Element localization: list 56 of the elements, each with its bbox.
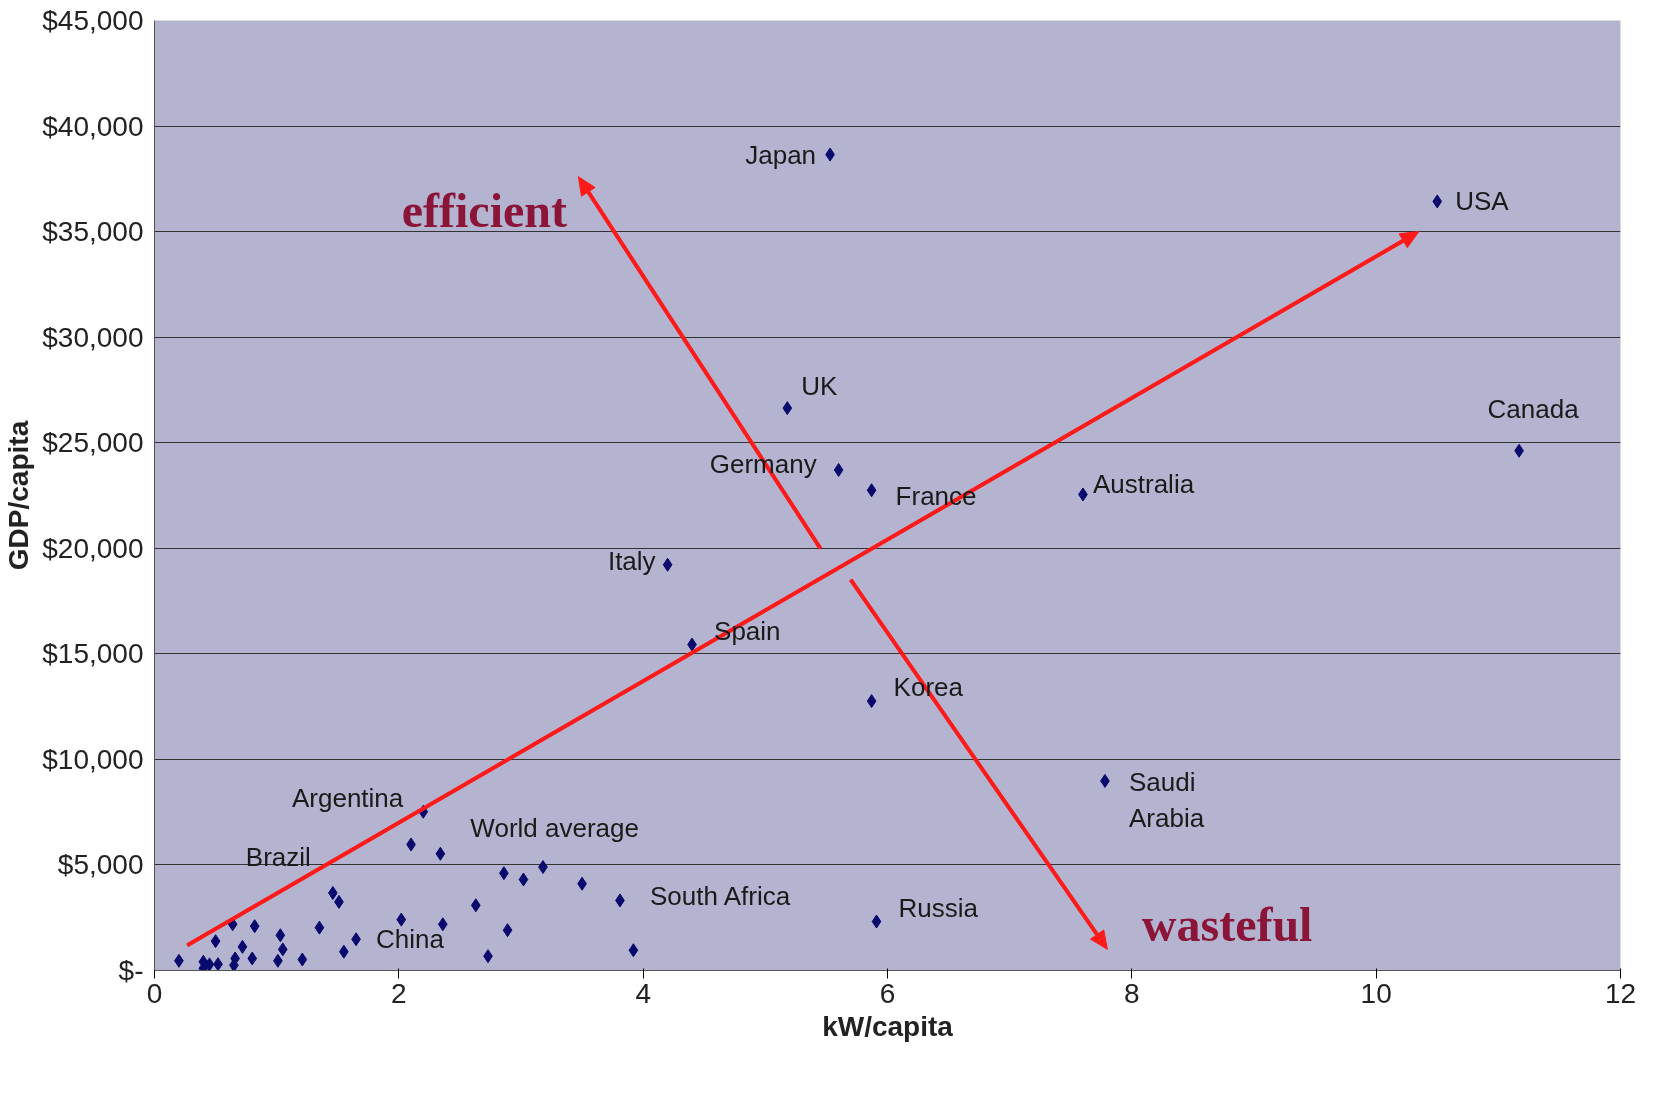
y-tick-label: $45,000 (42, 5, 144, 36)
x-tick-label: 8 (1124, 977, 1140, 1009)
point (213, 957, 223, 971)
point (502, 923, 513, 938)
point (518, 872, 529, 887)
point (204, 957, 215, 971)
point (662, 557, 673, 572)
x-tick-label: 12 (1604, 977, 1637, 1009)
annotation: Australia (1092, 469, 1195, 500)
annotation: China (376, 924, 445, 955)
annotation: UK (801, 371, 839, 402)
y-tick-label: $20,000 (42, 532, 144, 564)
annotation: Canada (1487, 393, 1580, 424)
y-tick-label: $40,000 (42, 110, 144, 142)
point (871, 914, 882, 929)
y-axis-title: GDP/capita (3, 420, 35, 571)
annotation: Japan (745, 139, 817, 170)
x-axis-title: kW/capita (822, 1010, 954, 1042)
point (1432, 194, 1443, 209)
y-tick-label: $15,000 (42, 638, 144, 670)
point (470, 898, 481, 913)
x-tick-label: 2 (391, 977, 407, 1009)
point (435, 846, 446, 861)
annotation: efficient (401, 184, 567, 237)
annotation: Saudi Arabia (1128, 766, 1205, 833)
annotation: USA (1455, 186, 1510, 217)
x-tick-label: 6 (879, 977, 896, 1009)
annotation: South Africa (649, 881, 791, 912)
y-tick-label: $10,000 (42, 743, 144, 775)
y-tick-label: $30,000 (42, 321, 144, 353)
y-tick-label: $35,000 (42, 216, 144, 248)
point (628, 943, 639, 958)
point (249, 919, 260, 934)
annotation: wasteful (1141, 897, 1313, 951)
point (277, 942, 288, 957)
point (396, 912, 407, 927)
point (210, 934, 221, 949)
annotation: Argentina (291, 782, 404, 813)
annotation: Russia (898, 892, 979, 923)
x-tick-label: 10 (1360, 977, 1392, 1009)
point (833, 462, 844, 477)
point (275, 928, 286, 943)
point (237, 939, 248, 954)
x-tick-label: 0 (146, 977, 163, 1009)
point (297, 952, 308, 967)
point (247, 951, 258, 966)
annotation: World average (470, 812, 639, 843)
annotation: Italy (607, 545, 656, 576)
point (866, 483, 877, 498)
x-tick-label: 4 (635, 977, 651, 1009)
point (314, 920, 325, 935)
point (866, 694, 877, 709)
y-tick-label: $- (118, 955, 144, 986)
point (782, 401, 793, 416)
y-tick-label: $25,000 (42, 427, 144, 459)
y-tick-label: $5,000 (57, 849, 144, 881)
